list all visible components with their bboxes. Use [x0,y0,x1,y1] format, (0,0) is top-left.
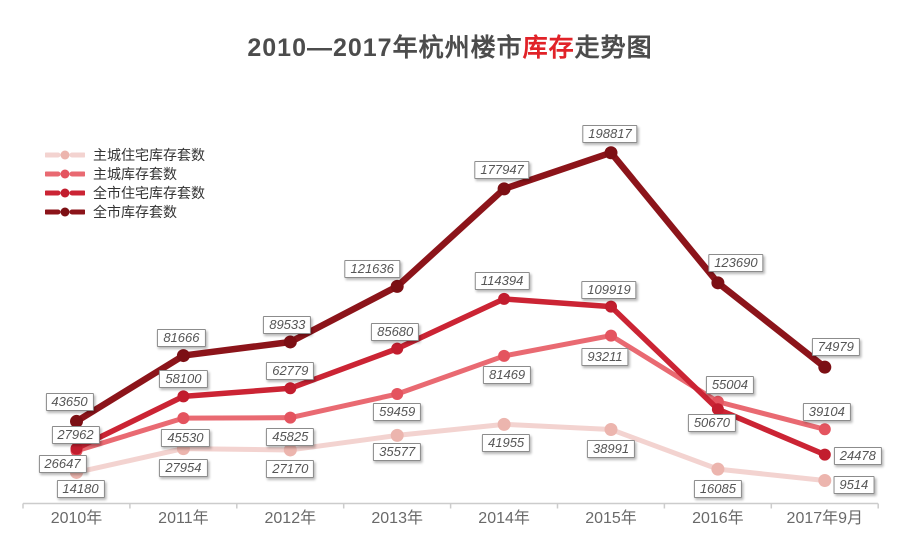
legend-item-zhucheng: 主城库存套数 [45,165,205,183]
data-label: 9514 [833,475,875,494]
data-label: 109919 [581,280,637,299]
data-point-marker [818,448,831,461]
data-label: 198817 [582,124,638,143]
legend-item-quanshi-zhuzhai: 全市住宅库存套数 [45,184,205,202]
data-label: 50670 [687,414,736,433]
legend-item-label: 全市库存套数 [93,206,177,221]
data-point-marker [604,146,618,160]
x-axis-label: 2016年 [692,510,744,527]
legend-line-icon [45,169,85,179]
data-label: 45825 [266,427,315,446]
data-point-marker [498,349,511,362]
data-label: 27170 [266,459,315,478]
legend-line-icon [45,207,85,217]
data-label: 123690 [708,253,764,272]
data-point-marker [70,442,83,455]
legend-item-zhucheng-zhuzhai: 主城住宅库存套数 [45,146,205,164]
data-label: 89533 [263,315,312,334]
data-point-marker [176,349,190,363]
data-label: 93211 [581,347,629,366]
data-label: 58100 [159,370,208,389]
x-axis-label: 2010年 [50,510,103,527]
data-point-marker [284,382,297,395]
data-label: 45530 [161,429,210,448]
data-label: 114394 [474,271,530,290]
data-point-marker [605,329,617,342]
legend-item-quanshi: 全市库存套数 [45,203,205,221]
data-label: 38991 [586,440,636,459]
data-point-marker [391,388,404,401]
data-point-marker [390,279,404,293]
legend-item-label: 全市住宅库存套数 [93,187,205,202]
data-label: 62779 [266,362,315,381]
data-point-marker [711,462,725,476]
legend-item-label: 主城住宅库存套数 [93,149,205,164]
data-label: 24478 [833,446,882,465]
x-axis-label: 2011年 [158,510,209,527]
data-label: 55004 [705,375,754,394]
data-point-marker [497,182,511,196]
data-point-marker [283,443,297,457]
data-point-marker [177,412,190,425]
data-label: 85680 [371,322,420,341]
title-prefix: 2010—2017年杭州楼市 [247,34,523,62]
data-label: 16085 [693,480,742,499]
data-label: 177947 [474,160,530,179]
data-point-marker [711,403,724,416]
chart-title: 2010—2017年杭州楼市库存走势图 [0,28,900,64]
data-label: 43650 [45,393,94,412]
data-label: 59459 [373,403,422,422]
title-highlight-keyword: 库存 [522,34,575,62]
x-axis-label: 2013年 [371,510,423,527]
data-point-marker [283,335,297,349]
data-point-marker [497,417,511,431]
data-point-marker [70,414,83,428]
x-axis-label: 2012年 [264,510,317,527]
data-point-marker [498,292,511,305]
data-point-marker [818,474,832,488]
legend-item-label: 主城库存套数 [93,168,177,183]
data-point-marker [391,342,404,355]
data-label: 14180 [56,480,105,499]
data-label: 35577 [373,443,422,462]
x-axis-label: 2014年 [478,510,530,527]
data-label: 27962 [51,425,100,444]
title-suffix: 走势图 [574,34,653,62]
legend: 主城住宅库存套数 主城库存套数 全市住宅库存套数 全市库存 [45,146,205,222]
data-label: 39104 [802,403,851,422]
data-point-marker [177,390,190,403]
series-line [73,149,829,425]
x-axis-label: 2017年9月 [786,510,864,527]
data-label: 27954 [159,458,208,477]
data-label: 121636 [344,260,400,279]
legend-line-icon [45,188,85,198]
data-point-marker [711,276,725,290]
data-label: 81666 [157,328,206,347]
data-point-marker [818,360,832,374]
data-point-marker [390,428,404,442]
series-line [74,421,828,484]
data-point-marker [604,422,618,436]
data-label: 81469 [483,365,532,384]
series-line [73,296,828,458]
data-point-marker [284,411,297,424]
legend-line-icon [45,150,85,160]
data-label: 26647 [38,454,87,473]
x-axis-label: 2015年 [585,510,637,527]
data-label: 74979 [811,338,860,357]
data-label: 41955 [482,434,531,453]
data-point-marker [605,300,617,313]
data-point-marker [818,423,831,436]
